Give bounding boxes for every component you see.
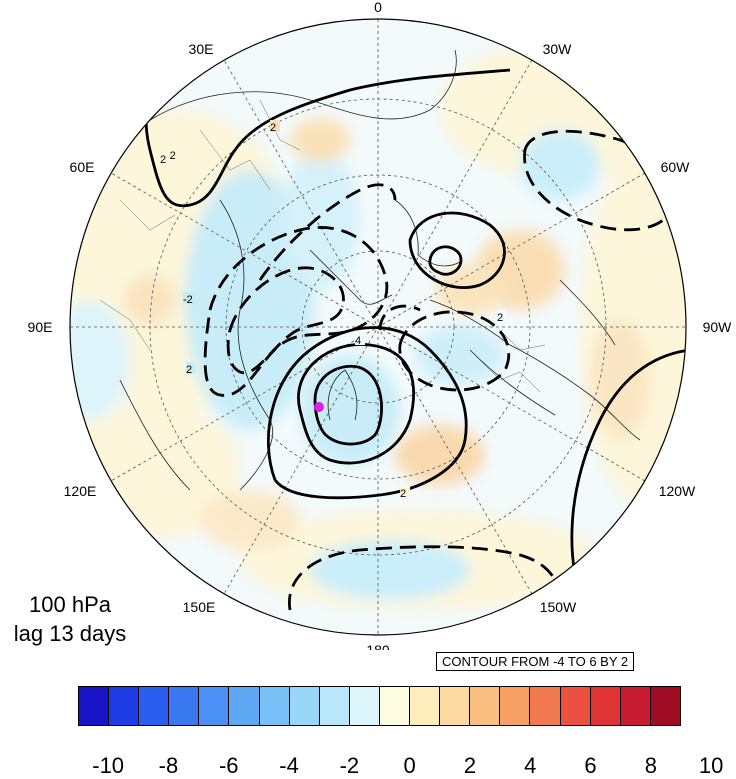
colorbar-swatch: [319, 687, 350, 725]
lon-label-30w: 30W: [543, 41, 573, 57]
colorbar-tick-label: 0: [403, 753, 416, 778]
colorbar-tick-label: -2: [339, 753, 360, 778]
colorbar-tick-label: 10: [698, 753, 724, 778]
colorbar-tick-label: -8: [158, 753, 179, 778]
colorbar-tick-label: -6: [218, 753, 239, 778]
colorbar-swatch: [530, 687, 561, 725]
contour-label: 2: [160, 154, 166, 166]
lon-label-180: 180: [366, 642, 390, 650]
colorbar-swatch: [289, 687, 320, 725]
map-title: 100 hPa lag 13 days: [0, 590, 140, 648]
colorbar-tick-label: 2: [463, 753, 477, 778]
title-level: 100 hPa: [29, 592, 111, 617]
shaded-anomaly-field: [70, 40, 686, 610]
colorbar-swatch: [410, 687, 441, 725]
colorbar-swatch: [109, 687, 140, 725]
contour-label: -2: [166, 150, 176, 162]
colorbar-swatch: [650, 687, 680, 725]
title-lag: lag 13 days: [13, 621, 127, 646]
polar-stereographic-map: 2 2 2 2 4 -2 -2 2 0 30W 60W 90W 120W 150…: [28, 0, 733, 650]
map-border: [69, 18, 687, 636]
coastlines: [119, 49, 641, 491]
contour-label: -2: [183, 294, 193, 306]
colorbar-swatch: [470, 687, 501, 725]
lon-label-0: 0: [374, 0, 382, 15]
lon-label-30e: 30E: [189, 41, 214, 57]
lon-label-90w: 90W: [703, 319, 733, 335]
colorbar-swatch: [259, 687, 290, 725]
lon-label-150w: 150W: [540, 599, 577, 615]
contour-label-group: 2 2 2 2 4 -2 -2 2: [160, 120, 507, 500]
contour-info-box: CONTOUR FROM -4 TO 6 BY 2: [436, 652, 635, 671]
colorbar-tick-label: 4: [524, 753, 537, 778]
lon-label-120e: 120E: [64, 483, 97, 499]
colorbar: [78, 686, 681, 726]
colorbar-swatch: [169, 687, 200, 725]
longitude-labels: 0 30W 60W 90W 120W 150W 180 150E 120E 90…: [28, 0, 733, 650]
colorbar-swatch: [620, 687, 651, 725]
colorbar-swatch: [229, 687, 260, 725]
contour-label: 4: [355, 335, 361, 347]
lon-label-120w: 120W: [659, 483, 696, 499]
colorbar-swatch: [349, 687, 380, 725]
lon-label-150e: 150E: [183, 599, 216, 615]
contour-label: 2: [497, 312, 503, 324]
colorbar-labels: -10 -8 -6 -4 -2 0 2 4 6 8 10: [78, 753, 723, 779]
location-marker: [314, 402, 324, 412]
colorbar-tick-label: -4: [279, 753, 299, 778]
contour-label: 2: [400, 488, 406, 500]
colorbar-swatch: [79, 687, 110, 725]
colorbar-swatch: [560, 687, 591, 725]
contour-label: 2: [270, 122, 276, 134]
lon-label-60w: 60W: [661, 159, 691, 175]
lon-label-90e: 90E: [28, 319, 53, 335]
lon-label-60e: 60E: [70, 159, 95, 175]
colorbar-tick-label: 8: [644, 753, 657, 778]
contour-label: 2: [186, 364, 192, 376]
colorbar-tick-label: -10: [92, 753, 125, 778]
colorbar-swatch: [139, 687, 170, 725]
colorbar-swatch: [199, 687, 230, 725]
colorbar-swatch: [379, 687, 411, 725]
colorbar-tick-label: 6: [584, 753, 597, 778]
colorbar-swatch: [500, 687, 531, 725]
colorbar-swatch: [590, 687, 621, 725]
colorbar-swatch: [440, 687, 471, 725]
political-boundaries: [99, 99, 546, 393]
